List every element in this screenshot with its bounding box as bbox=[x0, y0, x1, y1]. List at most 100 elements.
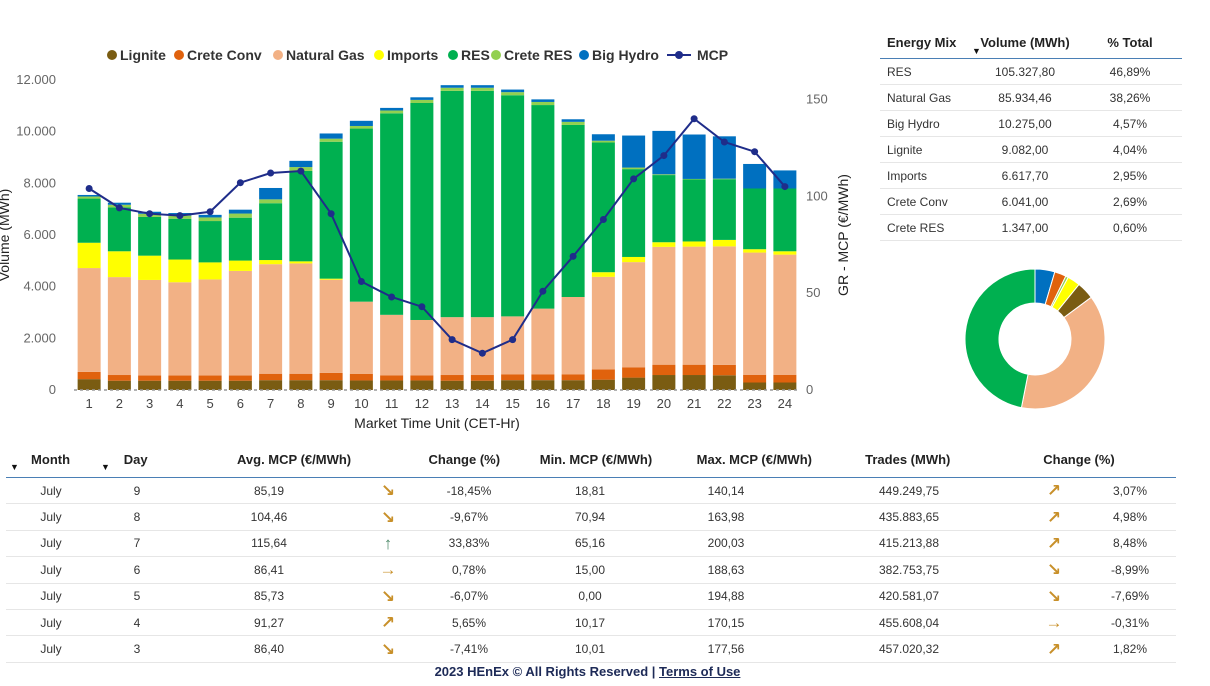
sort-day-icon[interactable]: ▼ bbox=[101, 462, 110, 472]
cell-min-mcp: 10,17 bbox=[574, 615, 606, 630]
daily-table-row[interactable]: July 9 85,19 ↘ -18,45% 18,81 140,14 449.249,75 ↗… bbox=[6, 478, 1176, 505]
bar-segment bbox=[259, 199, 283, 204]
bar-segment bbox=[622, 135, 646, 168]
mcp-point bbox=[236, 179, 244, 187]
mcp-point bbox=[418, 303, 426, 311]
header-energy-mix[interactable]: Energy Mix bbox=[887, 34, 957, 50]
trend-arrow-icon: → bbox=[379, 560, 397, 580]
header-volume[interactable]: Volume (MWh) bbox=[980, 34, 1070, 50]
bar-segment bbox=[561, 374, 585, 381]
header-month[interactable]: Month bbox=[31, 451, 71, 467]
x-tick-label: 6 bbox=[237, 396, 244, 411]
energy-mix-row[interactable]: Natural Gas 85.934,46 38,26% bbox=[880, 85, 1182, 111]
cell-min-mcp: 15,00 bbox=[574, 562, 606, 577]
donut-slice[interactable] bbox=[1020, 296, 1106, 410]
bar-segment bbox=[531, 380, 555, 390]
daily-table-row[interactable]: July 4 91,27 ↗ 5,65% 10,17 170,15 455.608,04 → -0… bbox=[6, 610, 1176, 637]
mix-percent: 2,95% bbox=[1112, 168, 1148, 183]
bar-segment bbox=[682, 375, 706, 390]
energy-mix-row[interactable]: Crete RES 1.347,00 0,60% bbox=[880, 215, 1182, 241]
y-tick-label: 2.000 bbox=[23, 330, 56, 345]
daily-table-row[interactable]: July 3 86,40 ↘ -7,41% 10,01 177,56 457.020,32 ↗ 1… bbox=[6, 636, 1176, 663]
legend-label: Big Hydro bbox=[592, 47, 659, 63]
header-max-mcp[interactable]: Max. MCP (€/MWh) bbox=[696, 451, 812, 467]
energy-mix-row[interactable]: Lignite 9.082,00 4,04% bbox=[880, 137, 1182, 163]
header-percent[interactable]: % Total bbox=[1107, 34, 1153, 50]
x-tick-label: 15 bbox=[505, 396, 519, 411]
donut-slice[interactable] bbox=[964, 268, 1036, 409]
sort-desc-icon[interactable]: ▼ bbox=[972, 46, 981, 56]
bar-segment bbox=[591, 134, 615, 141]
bar-segment bbox=[773, 188, 797, 252]
y2-tick-label: 150 bbox=[806, 91, 828, 106]
bar-segment bbox=[380, 314, 404, 376]
cell-max-mcp: 200,03 bbox=[707, 536, 745, 551]
mix-percent: 38,26% bbox=[1109, 90, 1151, 105]
x-tick-label: 4 bbox=[176, 396, 183, 411]
bar-segment bbox=[743, 374, 767, 383]
energy-mix-row[interactable]: Crete Conv 6.041,00 2,69% bbox=[880, 189, 1182, 215]
cell-trades: 455.608,04 bbox=[878, 615, 940, 630]
bar-segment bbox=[168, 380, 192, 390]
sort-month-icon[interactable]: ▼ bbox=[10, 462, 19, 472]
header-avg-mcp[interactable]: Avg. MCP (€/MWh) bbox=[237, 451, 352, 467]
mcp-line bbox=[88, 117, 786, 355]
x-tick-label: 23 bbox=[747, 396, 761, 411]
cell-month: July bbox=[40, 562, 62, 577]
trades-trend-arrow-icon: ↘ bbox=[1046, 560, 1062, 580]
header-trades[interactable]: Trades (MWh) bbox=[865, 451, 951, 467]
bar-segment bbox=[712, 178, 736, 180]
header-min-mcp[interactable]: Min. MCP (€/MWh) bbox=[539, 451, 653, 467]
cell-avg-mcp: 115,64 bbox=[251, 536, 287, 551]
cell-change: 0,78% bbox=[451, 562, 487, 577]
bar-segment bbox=[138, 380, 162, 390]
bar-segment bbox=[259, 260, 283, 265]
bar-segment bbox=[561, 297, 585, 375]
mcp-point bbox=[327, 210, 335, 218]
mcp-point bbox=[297, 167, 305, 175]
bar-segment bbox=[561, 124, 585, 297]
energy-mix-row[interactable]: Big Hydro 10.275,00 4,57% bbox=[880, 111, 1182, 137]
bar-segment bbox=[591, 142, 615, 273]
bar-segment bbox=[107, 375, 131, 381]
daily-table-row[interactable]: July 8 104,46 ↘ -9,67% 70,94 163,98 435.883,65 ↗… bbox=[6, 504, 1176, 531]
bar-segment bbox=[591, 379, 615, 390]
y-tick-label: 10.000 bbox=[16, 124, 56, 139]
bar-segment bbox=[107, 380, 131, 390]
bar-segment bbox=[561, 380, 585, 390]
mix-source: Lignite bbox=[887, 142, 923, 157]
energy-mix-row[interactable]: Imports 6.617,70 2,95% bbox=[880, 163, 1182, 189]
bar-segment bbox=[228, 260, 252, 271]
x-tick-label: 5 bbox=[207, 396, 214, 411]
bar-segment bbox=[440, 87, 464, 91]
daily-table-row[interactable]: July 6 86,41 → 0,78% 15,00 188,63 382.753,75 ↘ -8… bbox=[6, 557, 1176, 584]
energy-mix-header: Energy Mix Volume (MWh) % Total ▼ bbox=[880, 26, 1182, 59]
header-change[interactable]: Change (%) bbox=[428, 451, 501, 467]
bar-segment bbox=[319, 380, 343, 390]
mcp-point bbox=[690, 115, 698, 123]
bar-segment bbox=[77, 379, 101, 390]
bar-segment bbox=[107, 202, 131, 205]
bar-segment bbox=[198, 380, 222, 390]
cell-change-trades: 3,07% bbox=[1112, 483, 1148, 498]
bar-segment bbox=[138, 375, 162, 381]
header-day[interactable]: Day bbox=[123, 451, 148, 467]
energy-mix-row[interactable]: RES 105.327,80 46,89% bbox=[880, 59, 1182, 85]
x-tick-label: 8 bbox=[297, 396, 304, 411]
bar-segment bbox=[773, 382, 797, 390]
cell-change-trades: -7,69% bbox=[1110, 589, 1150, 604]
cell-day: 3 bbox=[133, 642, 141, 657]
daily-table-row[interactable]: July 7 115,64 ↑ 33,83% 65,16 200,03 415.213,88 ↗… bbox=[6, 531, 1176, 558]
terms-of-use-link[interactable]: Terms of Use bbox=[659, 664, 741, 679]
daily-table-row[interactable]: July 5 85,73 ↘ -6,07% 0,00 194,88 420.581,07 ↘ -7… bbox=[6, 584, 1176, 610]
mcp-point bbox=[781, 183, 789, 191]
mix-volume: 85.934,46 bbox=[998, 90, 1052, 105]
mix-source: Crete RES bbox=[887, 220, 945, 235]
bar-segment bbox=[198, 221, 222, 263]
cell-month: July bbox=[40, 589, 62, 604]
bar-segment bbox=[652, 175, 676, 243]
bar-segment bbox=[531, 374, 555, 381]
bar-segment bbox=[77, 198, 101, 243]
cell-min-mcp: 70,94 bbox=[574, 510, 606, 525]
header-change-trades[interactable]: Change (%) bbox=[1043, 451, 1115, 467]
